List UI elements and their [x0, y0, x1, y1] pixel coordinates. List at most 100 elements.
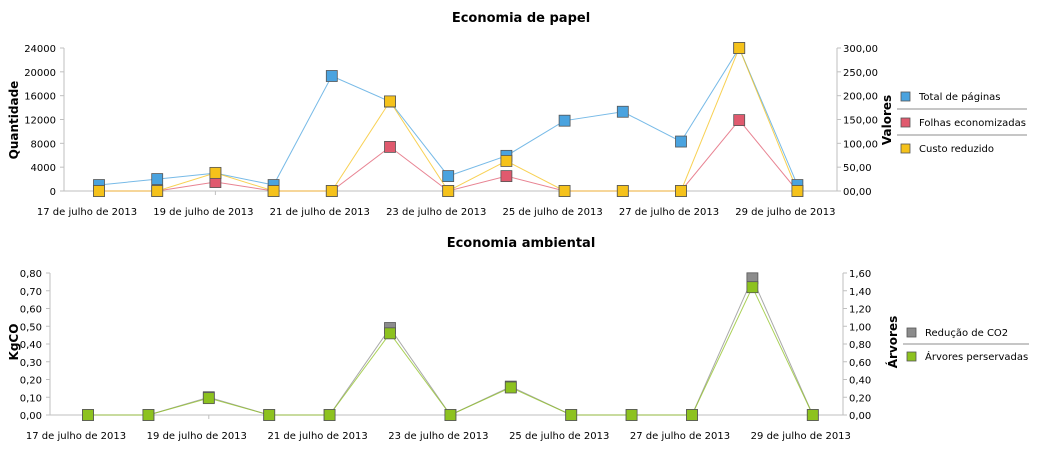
y-tick-label-left: 0,40 [20, 340, 42, 351]
y-tick-label-left: 0 [50, 187, 56, 198]
y-tick-label-right: 100,00 [843, 139, 878, 150]
y-tick-label-left: 0,20 [20, 376, 42, 387]
chart-title: Economia ambiental [447, 236, 596, 251]
y-tick-label-right: 250,00 [843, 68, 878, 79]
data-point[interactable] [616, 185, 629, 197]
y-tick-label-right: 0,40 [849, 376, 871, 387]
y-tick-label-left: 0,00 [20, 411, 42, 422]
legend-label: Árvores perservadas [925, 350, 1028, 363]
data-point[interactable] [746, 281, 759, 294]
y-tick-label-right: 50,00 [843, 163, 872, 174]
y-tick-label-right: 300,00 [843, 44, 878, 55]
data-point[interactable] [616, 105, 629, 118]
y-tick-label-right: 0,20 [849, 393, 871, 404]
legend-label: Redução de CO2 [925, 328, 1008, 339]
y-tick-label-right: 1,60 [849, 269, 871, 280]
legend-marker [906, 327, 917, 338]
legend-marker [900, 143, 911, 154]
data-point[interactable] [504, 381, 517, 394]
series-line [88, 286, 814, 416]
series-line [88, 277, 814, 416]
y-tick-label-left: 0,50 [20, 322, 42, 333]
y-tick-label-right: 1,20 [849, 305, 871, 316]
plot-area: 0 4000 8000 12000 16000 20000 24000 00,00 50,00 1… [24, 42, 878, 218]
legend-label: Folhas economizadas [919, 118, 1026, 129]
legend-label: Custo reduzido [919, 144, 994, 155]
series-line [99, 46, 798, 192]
data-point[interactable] [500, 170, 513, 183]
x-tick-label: 29 de julho de 2013 [751, 431, 851, 442]
y-axis-title-right: Árvores [885, 316, 900, 368]
legend: Redução de CO2 Árvores perservadas [903, 327, 1029, 363]
legend-marker [900, 91, 911, 102]
data-point[interactable] [791, 185, 804, 197]
y-tick-label-left: 16000 [24, 92, 56, 103]
data-point[interactable] [442, 170, 455, 183]
data-point[interactable] [444, 409, 457, 421]
data-point[interactable] [325, 185, 338, 197]
legend-marker [906, 351, 917, 362]
x-tick-label: 25 de julho de 2013 [502, 207, 602, 218]
y-tick-label-left: 0,30 [20, 358, 42, 369]
y-tick-label-left: 0,60 [20, 305, 42, 316]
chart-title: Economia de papel [452, 11, 590, 26]
y-tick-label-right: 0,00 [849, 411, 871, 422]
y-tick-label-left: 0,70 [20, 287, 42, 298]
data-point[interactable] [93, 185, 105, 197]
data-point[interactable] [384, 141, 396, 153]
y-tick-label-left: 0,10 [20, 393, 42, 404]
legend: Total de páginas Folhas economizadas Custo… [897, 91, 1027, 155]
plot-area: 0,00 0,10 0,20 0,30 0,40 0,50 0,60 0,70 0,80 0,00… [20, 269, 872, 442]
data-point[interactable] [675, 135, 687, 148]
legend-marker [900, 117, 911, 128]
data-point[interactable] [209, 166, 222, 179]
y-tick-label-left: 20000 [24, 68, 56, 79]
data-point[interactable] [806, 409, 819, 421]
data-point[interactable] [263, 409, 276, 421]
y-tick-label-right: 00,00 [843, 187, 872, 198]
data-point[interactable] [325, 70, 338, 82]
data-point[interactable] [82, 409, 94, 421]
chart-paper-savings: Economia de papel Quantidade Valores 0 40… [7, 11, 1027, 218]
y-tick-label-left: 24000 [24, 44, 56, 55]
y-axis-title-left: Quantidade [7, 81, 21, 160]
data-point[interactable] [384, 95, 396, 108]
y-tick-label-left: 8000 [31, 139, 56, 150]
y-tick-label-right: 200,00 [843, 92, 878, 103]
data-point[interactable] [675, 185, 687, 197]
x-tick-label: 19 de julho de 2013 [147, 431, 247, 442]
x-tick-label: 17 de julho de 2013 [26, 431, 126, 442]
y-tick-label-right: 150,00 [843, 116, 878, 127]
y-axis-title-left: KgCO [7, 324, 21, 361]
legend-label: Total de páginas [918, 91, 1001, 103]
data-point[interactable] [733, 42, 746, 54]
x-tick-label: 17 de julho de 2013 [37, 207, 137, 218]
x-tick-label: 19 de julho de 2013 [153, 207, 253, 218]
y-tick-label-right: 0,60 [849, 358, 871, 369]
data-point[interactable] [733, 114, 746, 126]
x-tick-label: 23 de julho de 2013 [386, 207, 486, 218]
chart-environmental-savings: Economia ambiental KgCO Árvores 0,00 0,10… [7, 236, 1029, 442]
data-point[interactable] [565, 409, 578, 421]
data-point[interactable] [625, 409, 638, 421]
y-tick-label-right: 0,80 [849, 340, 871, 351]
data-point[interactable] [686, 409, 698, 421]
data-point[interactable] [558, 185, 571, 197]
data-point[interactable] [151, 185, 164, 197]
data-point[interactable] [267, 185, 280, 197]
data-point[interactable] [500, 155, 513, 167]
data-point[interactable] [202, 392, 215, 405]
data-point[interactable] [442, 185, 455, 197]
y-axis-title-right: Valores [880, 95, 894, 145]
data-point[interactable] [384, 327, 396, 340]
data-point[interactable] [558, 114, 571, 127]
y-tick-label-left: 4000 [31, 163, 56, 174]
y-tick-label-left: 12000 [24, 116, 56, 127]
x-tick-label: 21 de julho de 2013 [270, 207, 370, 218]
data-point[interactable] [151, 173, 164, 185]
x-tick-label: 27 de julho de 2013 [619, 207, 719, 218]
x-tick-label: 23 de julho de 2013 [388, 431, 488, 442]
data-point[interactable] [142, 409, 155, 421]
y-tick-label-right: 1,40 [849, 287, 871, 298]
data-point[interactable] [323, 409, 336, 421]
